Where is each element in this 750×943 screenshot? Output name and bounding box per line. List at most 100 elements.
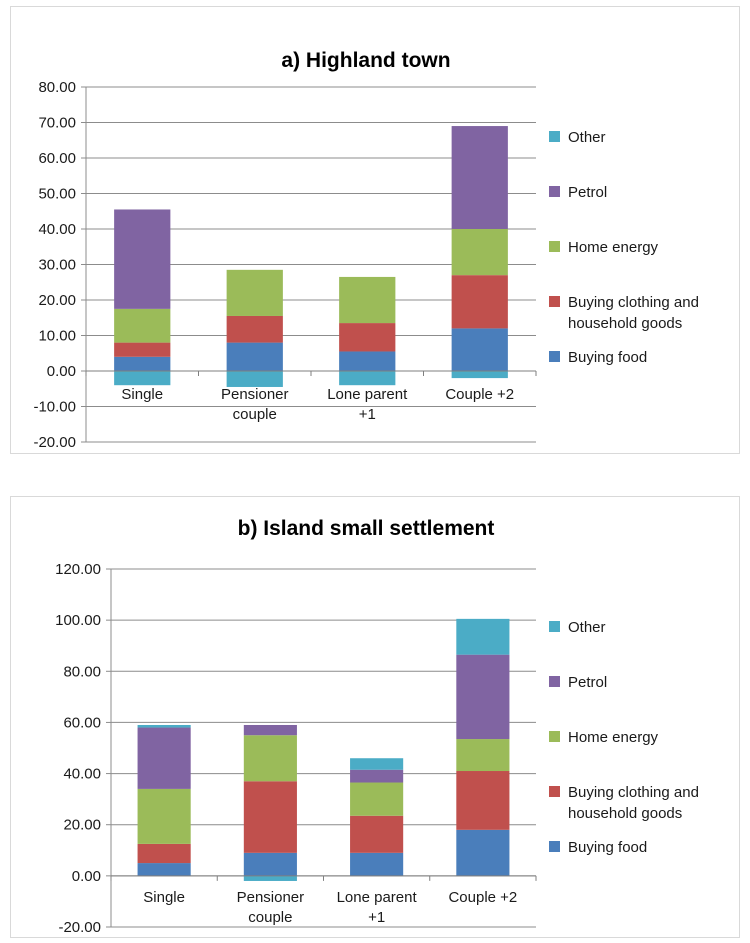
category-label-line: Pensioner xyxy=(221,386,289,403)
bar-segment-petrol xyxy=(243,724,297,736)
legend-swatch xyxy=(549,351,560,362)
bar-segment-other xyxy=(137,724,191,728)
y-tick-label: 70.00 xyxy=(38,115,76,132)
legend-label: Home energy xyxy=(568,239,659,256)
legend-label-line: household goods xyxy=(568,315,682,332)
bar-segment-home-energy xyxy=(451,229,508,276)
category-label: Single xyxy=(121,386,163,403)
y-tick-label: 120.00 xyxy=(55,561,101,578)
chart-title: b) Island small settlement xyxy=(238,517,495,540)
y-tick-label: 50.00 xyxy=(38,186,76,203)
legend-swatch xyxy=(549,296,560,307)
bar-segment-buying-clothing-and-household-goods xyxy=(350,815,404,853)
bar-segment-buying-clothing-and-household-goods xyxy=(451,275,508,329)
category-label-line: Couple +2 xyxy=(448,889,517,906)
chart-title: a) Highland town xyxy=(281,49,450,72)
category-label-line: Pensioner xyxy=(237,889,305,906)
bar-segment-home-energy xyxy=(137,788,191,844)
bar-segment-other xyxy=(350,758,404,770)
chart-svg-highland-town: a) Highland town 80.00 70.00 60.00 50.00 40.0… xyxy=(33,49,699,451)
legend-label-line: Buying clothing and xyxy=(568,784,699,801)
bar-segment-buying-food xyxy=(226,342,283,371)
bar-segment-buying-food xyxy=(451,328,508,371)
bar-segment-other xyxy=(451,371,508,379)
y-tick-label: -20.00 xyxy=(33,434,76,451)
bar-segment-petrol xyxy=(137,727,191,789)
legend-label-line: Home energy xyxy=(568,239,659,256)
bar-segment-petrol xyxy=(456,654,510,740)
y-tick-label: 40.00 xyxy=(38,221,76,238)
legend-label-line: Buying food xyxy=(568,839,647,856)
category-label: Pensioner couple xyxy=(221,386,289,423)
legend-label-line: Home energy xyxy=(568,729,659,746)
legend-swatch xyxy=(549,131,560,142)
legend-label: Buying food xyxy=(568,839,647,856)
category-label-line: couple xyxy=(248,909,292,926)
bar-segment-buying-food xyxy=(339,351,396,371)
chart-svg-island-small-settlement: b) Island small settlement 120.00 100.00 80… xyxy=(55,517,699,936)
category-label: Pensioner couple xyxy=(237,889,305,926)
category-label: Single xyxy=(143,889,185,906)
bar-segment-other xyxy=(456,618,510,655)
y-tick-label: 80.00 xyxy=(63,663,101,680)
legend-label-line: Other xyxy=(568,129,606,146)
y-tick-label: 30.00 xyxy=(38,257,76,274)
y-tick-label: -20.00 xyxy=(58,919,101,936)
bar-segment-home-energy xyxy=(226,269,283,316)
bar-segment-buying-clothing-and-household-goods xyxy=(243,781,297,853)
category-label-line: couple xyxy=(233,406,277,423)
bar-segment-other xyxy=(243,875,297,881)
bar-segment-buying-food xyxy=(137,863,191,876)
category-label: Couple +2 xyxy=(445,386,514,403)
bar-segment-other xyxy=(226,371,283,387)
y-tick-label: 20.00 xyxy=(38,292,76,309)
legend-label-line: Petrol xyxy=(568,184,607,201)
legend-label: Buying clothing and household goods xyxy=(568,294,699,332)
bar-segment-buying-food xyxy=(114,356,171,371)
y-tick-label: 0.00 xyxy=(47,363,76,380)
legend-label: Buying clothing and household goods xyxy=(568,784,699,822)
bar-segment-petrol xyxy=(451,126,508,229)
category-label-line: Lone parent xyxy=(327,386,408,403)
y-tick-label: -10.00 xyxy=(33,399,76,416)
bar-segment-petrol xyxy=(114,209,171,309)
y-tick-label: 80.00 xyxy=(38,79,76,96)
bar-segment-buying-food xyxy=(456,829,510,876)
chart-panel-highland-town: a) Highland town 80.00 70.00 60.00 50.00 40.0… xyxy=(10,6,740,454)
bar-segment-other xyxy=(339,371,396,386)
legend-swatch xyxy=(549,841,560,852)
bar-segment-buying-clothing-and-household-goods xyxy=(339,323,396,352)
legend-label-line: household goods xyxy=(568,805,682,822)
legend-label: Home energy xyxy=(568,729,659,746)
y-tick-label: 20.00 xyxy=(63,817,101,834)
legend-swatch xyxy=(549,241,560,252)
category-label-line: Single xyxy=(121,386,163,403)
category-label-line: +1 xyxy=(359,406,376,423)
bar-segment-buying-clothing-and-household-goods xyxy=(226,315,283,343)
legend-label: Other xyxy=(568,129,606,146)
legend-label-line: Petrol xyxy=(568,674,607,691)
bar-segment-buying-clothing-and-household-goods xyxy=(114,342,171,357)
y-tick-label: 100.00 xyxy=(55,612,101,629)
y-tick-label: 0.00 xyxy=(72,868,101,885)
category-label: Lone parent +1 xyxy=(337,889,418,926)
bar-segment-home-energy xyxy=(114,308,171,343)
y-tick-label: 60.00 xyxy=(63,714,101,731)
bar-segment-home-energy xyxy=(350,782,404,816)
bar-segment-home-energy xyxy=(243,735,297,782)
chart-panel-island-small-settlement: b) Island small settlement 120.00 100.00 80… xyxy=(10,496,740,938)
bar-segment-other xyxy=(114,371,171,386)
legend-swatch xyxy=(549,186,560,197)
bar-segment-buying-food xyxy=(243,852,297,876)
category-label-line: Lone parent xyxy=(337,889,418,906)
legend-label: Buying food xyxy=(568,349,647,366)
legend-swatch xyxy=(549,731,560,742)
category-label-line: +1 xyxy=(368,909,385,926)
legend-label: Petrol xyxy=(568,674,607,691)
y-tick-label: 10.00 xyxy=(38,328,76,345)
bar-segment-home-energy xyxy=(339,276,396,324)
legend-label-line: Other xyxy=(568,619,606,636)
legend-label: Other xyxy=(568,619,606,636)
legend-swatch xyxy=(549,786,560,797)
category-label: Couple +2 xyxy=(448,889,517,906)
